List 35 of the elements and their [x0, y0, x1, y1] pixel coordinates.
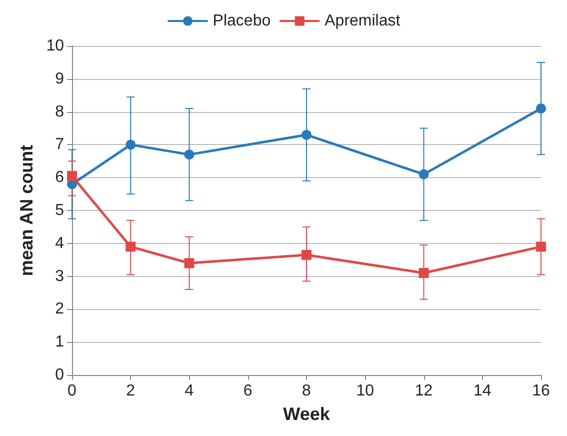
y-tick-label: 6	[55, 169, 64, 186]
point	[67, 170, 77, 181]
point	[418, 268, 429, 278]
point	[536, 242, 546, 252]
x-tick-label: 0	[68, 382, 77, 400]
point	[184, 258, 194, 268]
point	[536, 104, 546, 114]
x-axis-title: Week	[283, 404, 331, 424]
x-tick-label: 4	[184, 382, 194, 400]
y-tick-label: 2	[55, 300, 64, 318]
y-tick-label: 5	[55, 202, 64, 219]
x-tick-label: 6	[243, 382, 252, 400]
point	[126, 140, 136, 150]
y-tick-label: 8	[55, 103, 64, 120]
y-tick-label: 3	[55, 268, 64, 285]
y-axis-title: mean AN count	[16, 144, 36, 276]
y-tick-label: 4	[55, 234, 64, 252]
y-tick-label: 0	[55, 366, 64, 384]
legend-label: Apremilast	[324, 12, 401, 30]
x-tick-label: 16	[532, 382, 550, 400]
y-tick-label: 1	[55, 334, 64, 351]
x-tick-label: 14	[473, 382, 492, 400]
x-tick-label: 2	[126, 382, 136, 400]
x-tick-label: 10	[356, 382, 374, 400]
y-tick-label: 7	[55, 136, 64, 154]
point	[126, 242, 136, 252]
x-tick-label: 8	[302, 382, 312, 400]
x-tick-label: 12	[414, 382, 433, 400]
y-tick-label: 10	[46, 38, 64, 54]
point	[418, 169, 429, 180]
y-tick-label: 9	[55, 70, 64, 88]
legend-label: Placebo	[212, 12, 271, 30]
point	[184, 150, 194, 160]
point	[302, 130, 312, 140]
point	[302, 250, 312, 260]
